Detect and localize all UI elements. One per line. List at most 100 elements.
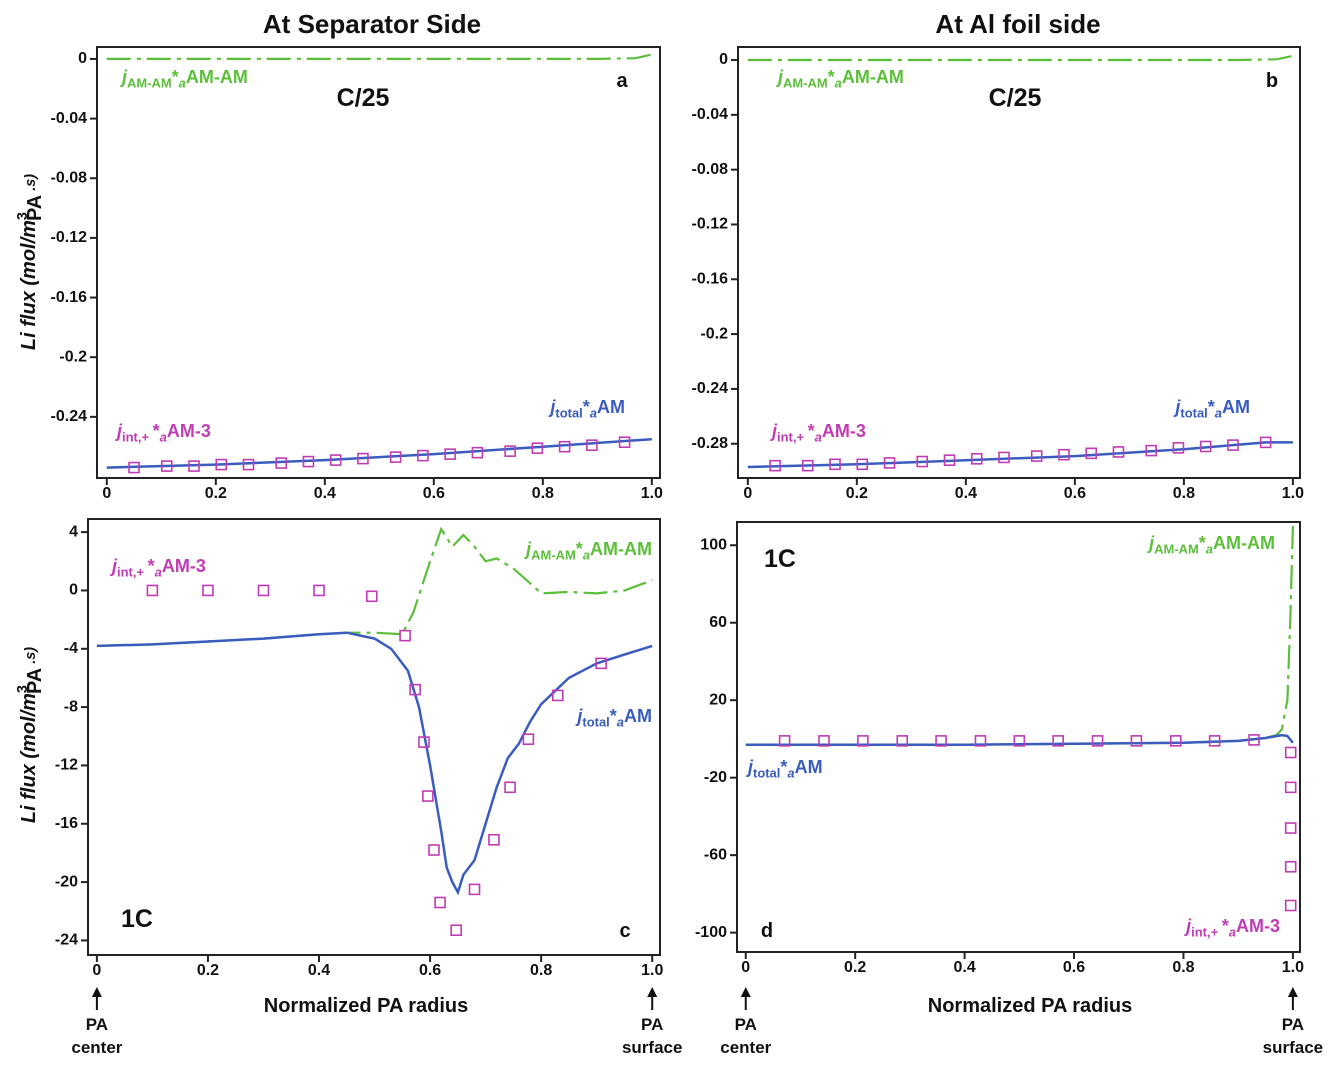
label-part: AM (624, 706, 652, 726)
marker (1284, 860, 1297, 873)
marker (1284, 822, 1297, 834)
x-tick-label: 0.2 (846, 485, 868, 502)
label-part: j (115, 421, 123, 441)
label-part: AM-AM (783, 76, 828, 91)
marker (450, 924, 462, 937)
label-part: * (148, 556, 155, 576)
label-part: int,+ (122, 430, 153, 445)
label-part: AM-3 (162, 556, 206, 576)
label-part: j (120, 67, 128, 87)
series-label: jint,+ *aAM-3 (1184, 916, 1280, 940)
marker (829, 458, 841, 471)
axis-annotation: PA (735, 1015, 757, 1034)
marker (1248, 734, 1260, 746)
marker (1052, 735, 1064, 747)
label-part: a (160, 430, 167, 445)
x-tick-label: 1.0 (1282, 485, 1304, 502)
rate-label: C/25 (337, 84, 390, 112)
marker (409, 683, 421, 696)
arrow-head (740, 987, 751, 997)
plot-frame (87, 518, 661, 956)
x-tick-label: 0.6 (419, 962, 441, 979)
x-tick-label: 0 (102, 485, 111, 502)
marker (769, 459, 781, 472)
label-part: a (1229, 925, 1236, 940)
y-tick-label: -20 (704, 769, 727, 786)
arrow-head (91, 987, 102, 997)
y-tick-label: -20 (55, 873, 78, 890)
label-part: total (1180, 406, 1207, 421)
arrow-head (647, 987, 658, 997)
marker (468, 883, 481, 896)
label-part: j (110, 556, 118, 576)
label-part: j (746, 757, 754, 777)
marker (399, 629, 411, 642)
marker (215, 458, 228, 471)
marker (418, 736, 430, 748)
marker (275, 457, 288, 469)
label-part: 3 (15, 685, 31, 693)
x-tick-label: 1.0 (1282, 959, 1304, 976)
label-part: AM-AM (186, 67, 248, 87)
axis-annotation: PA (641, 1015, 663, 1034)
marker (586, 439, 598, 451)
marker (558, 440, 571, 453)
y-tick-label: 60 (709, 614, 727, 631)
label-part: * (172, 67, 179, 87)
x-tick-label: 0.4 (308, 962, 330, 979)
label-part: j (524, 539, 532, 559)
y-tick-label: 4 (69, 523, 78, 540)
x-tick-label: 0.8 (532, 485, 554, 502)
marker (357, 452, 369, 465)
marker (1170, 735, 1182, 747)
label-part: a (155, 565, 162, 580)
label-part: AM-3 (1236, 916, 1280, 936)
axis-annotation: PA (86, 1015, 108, 1034)
x-tick-label: 0.8 (1173, 485, 1195, 502)
series-label: jAM-AM*aAM-AM (120, 67, 248, 91)
label-part: a (583, 548, 590, 563)
series-label: Li flux (mol/m3PA .s) (15, 647, 46, 823)
marker (428, 844, 440, 856)
series-label: jtotal*aAM (548, 397, 625, 421)
marker (242, 458, 255, 471)
marker (970, 453, 983, 465)
marker (160, 460, 173, 472)
y-tick-label: -24 (55, 932, 78, 949)
marker (444, 448, 456, 460)
label-part: * (780, 757, 787, 777)
label-part: total (753, 766, 780, 781)
series-label: jint,+ *aAM-3 (115, 421, 211, 445)
x-tick-label: 0 (743, 485, 752, 502)
label-part: int,+ (117, 565, 148, 580)
x-tick-label: 0.8 (530, 962, 552, 979)
series-label: Li flux (mol/m3PA .s) (15, 174, 46, 350)
y-tick-label: -16 (55, 815, 78, 832)
x-tick-label: 0.6 (423, 485, 445, 502)
marker (778, 735, 791, 747)
label-part: a (590, 406, 597, 421)
label-part: PA (24, 195, 46, 221)
label-part: a (787, 766, 794, 781)
marker (1145, 444, 1157, 457)
marker (818, 735, 830, 747)
marker (916, 455, 929, 468)
marker (302, 455, 315, 468)
y-tick-label: -12 (55, 757, 78, 774)
y-tick-label: -0.08 (51, 169, 88, 186)
label-part: a (1215, 406, 1222, 421)
label-part: AM-3 (167, 421, 211, 441)
y-tick-label: 0 (719, 51, 728, 68)
marker (1112, 446, 1125, 458)
label-part: a (815, 430, 822, 445)
label-part: .s) (23, 174, 39, 195)
x-tick-label: 0.2 (844, 959, 866, 976)
y-tick-label: -0.2 (700, 325, 728, 342)
marker (1030, 450, 1043, 462)
label-part: total (555, 406, 582, 421)
panel-title: At Separator Side (263, 9, 481, 39)
label-part: a (179, 76, 186, 91)
y-tick-label: -0.12 (51, 229, 88, 246)
series-label: jAM-AM*aAM-AM (776, 67, 904, 91)
